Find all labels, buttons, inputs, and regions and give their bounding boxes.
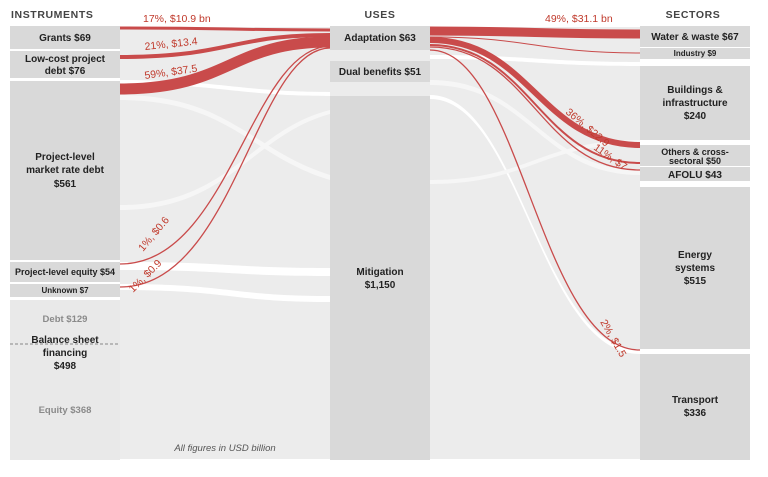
label-lowcost-line1: Low-cost project <box>25 54 106 65</box>
label-mitigation-line1: Mitigation <box>356 267 403 278</box>
node-transport <box>640 354 750 460</box>
label-dual-benefits: Dual benefits $51 <box>339 67 422 78</box>
label-others-line2: sectoral $50 <box>669 156 721 166</box>
footnote: All figures in USD billion <box>173 443 275 454</box>
label-adaptation: Adaptation $63 <box>344 33 416 44</box>
label-buildings-line3: $240 <box>684 111 707 122</box>
node-buildings <box>640 66 750 140</box>
label-market-line3: $561 <box>54 179 77 190</box>
label-grants: Grants $69 <box>39 33 91 44</box>
flow-white-gap <box>120 110 330 210</box>
label-bs-line1: Balance sheet <box>31 335 99 346</box>
sectors-column <box>640 26 750 460</box>
flow-label-grants: 17%, $10.9 bn <box>143 13 211 25</box>
label-unknown: Unknown $7 <box>41 286 89 295</box>
label-water-waste: Water & waste $67 <box>651 32 739 43</box>
node-mitigation <box>330 96 430 460</box>
node-water-waste <box>640 26 750 47</box>
node-afolu <box>640 167 750 181</box>
flow-white-gap <box>430 140 640 184</box>
adaptation-flows <box>119 26 641 351</box>
label-others-line1: Others & cross- <box>661 147 729 157</box>
node-balance-sheet <box>10 300 120 460</box>
node-energy <box>640 187 750 349</box>
label-market-line2: market rate debt <box>26 165 104 176</box>
label-project-equity: Project-level equity $54 <box>15 267 115 277</box>
flow-adaptation-to-afolu <box>429 46 641 171</box>
flow-unknown-to-adaptation <box>119 47 331 288</box>
node-project-equity <box>10 262 120 282</box>
label-afolu: AFOLU $43 <box>668 170 722 181</box>
label-market-line1: Project-level <box>35 152 95 163</box>
flow-adaptation-to-buildings <box>429 37 641 148</box>
flow-white-gap <box>430 80 640 175</box>
flow-adaptation-to-water <box>429 26 641 39</box>
flow-label-water: 49%, $31.1 bn <box>545 13 613 25</box>
header-uses: USES <box>365 9 396 21</box>
flow-adaptation-to-industry <box>429 36 641 54</box>
label-industry: Industry $9 <box>674 49 717 58</box>
flow-lowcost-to-adaptation <box>119 33 331 59</box>
flow-adaptation-to-others <box>429 44 641 164</box>
label-bs-line3: $498 <box>54 361 77 372</box>
flow-white-gap <box>120 284 330 302</box>
label-buildings-line2: infrastructure <box>662 98 727 109</box>
node-market-rate-debt <box>10 81 120 260</box>
label-mitigation-line2: $1,150 <box>365 280 396 291</box>
node-unknown <box>10 284 120 297</box>
header-instruments: INSTRUMENTS <box>11 9 93 21</box>
flow-adaptation-to-transport <box>429 49 641 351</box>
label-lowcost-line2: debt $76 <box>45 66 86 77</box>
label-energy-line2: systems <box>675 263 715 274</box>
node-adaptation <box>330 26 430 50</box>
label-transport-line2: $336 <box>684 408 707 419</box>
flow-grants-to-adaptation <box>119 26 331 32</box>
flow-equity-to-adaptation <box>119 45 331 265</box>
flow-white-gap <box>120 262 330 276</box>
label-bs-line2: financing <box>43 348 87 359</box>
node-grants <box>10 26 120 49</box>
label-buildings-line1: Buildings & <box>667 85 723 96</box>
label-bs-equity: Equity $368 <box>39 405 92 416</box>
header-sectors: SECTORS <box>666 9 721 21</box>
label-energy-line1: Energy <box>678 250 712 261</box>
uses-column <box>330 26 430 460</box>
flow-white-gap <box>120 95 330 180</box>
node-dual-benefits <box>330 61 430 82</box>
node-others <box>640 145 750 166</box>
flow-market-to-adaptation <box>119 36 331 95</box>
node-industry <box>640 48 750 59</box>
label-energy-line3: $515 <box>684 276 707 287</box>
label-bs-debt: Debt $129 <box>43 314 88 325</box>
flow-label-lowcost: 21%, $13.4 <box>144 35 198 53</box>
instruments-column <box>10 26 120 460</box>
node-lowcost-debt <box>10 51 120 78</box>
label-transport-line1: Transport <box>672 395 719 406</box>
